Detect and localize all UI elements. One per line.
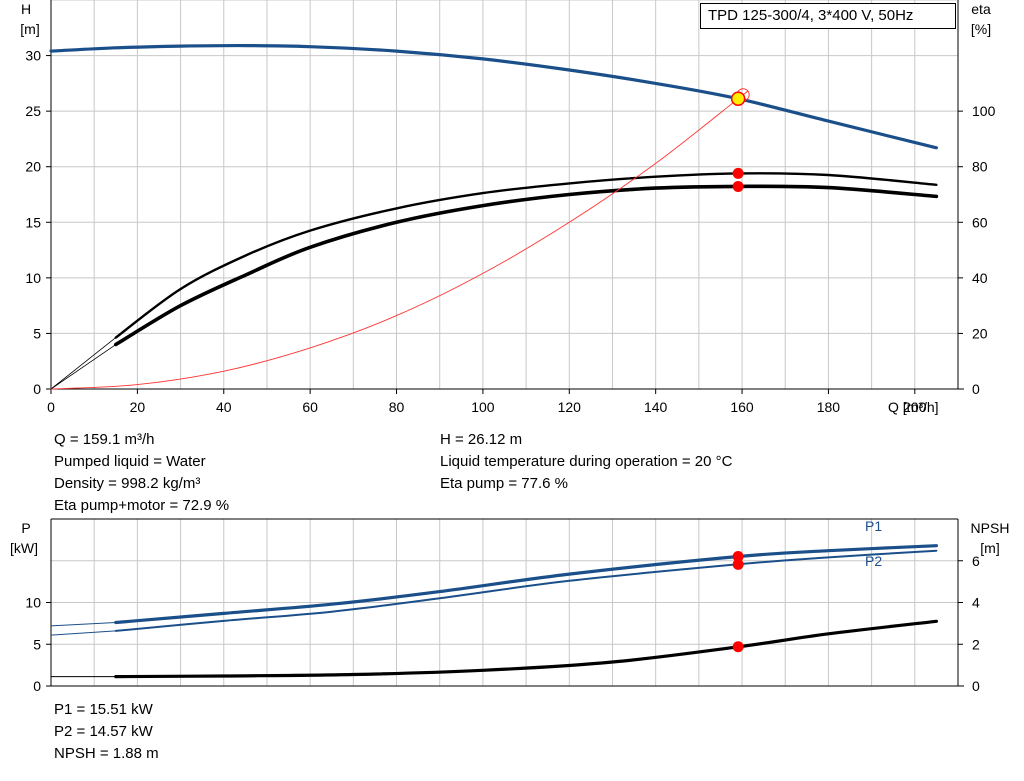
npsh-curve: [114, 619, 938, 679]
x-tick-label: 140: [644, 399, 668, 415]
liquid-temperature: Liquid temperature during operation = 20…: [440, 453, 733, 470]
y-left-tick-label: 5: [33, 325, 41, 341]
y-right-unit: [%]: [971, 21, 991, 37]
y-right-unit: [m]: [980, 540, 999, 556]
power-info: P1 = 15.51 kW P2 = 14.57 kW NPSH = 1.88 …: [54, 699, 159, 765]
y-left-unit: [m]: [20, 21, 39, 37]
y-right-label: NPSH: [971, 520, 1010, 536]
system_curve-curve: [50, 90, 748, 390]
power-npsh-plot: 0 5 10 P [kW] 0 2 4 6 NPSH [m] P1 P2: [10, 518, 1009, 694]
y-right-tick-label: 0: [972, 678, 980, 694]
x-tick-label: 0: [47, 399, 55, 415]
x-tick-label: 180: [817, 399, 841, 415]
y-left-tick-label: 25: [25, 103, 41, 119]
x-tick-label: 100: [471, 399, 495, 415]
y-left-tick-label: 15: [25, 214, 41, 230]
y-left-tick-label: 0: [33, 381, 41, 397]
x-tick-label: 20: [130, 399, 146, 415]
y-right-tick-label: 0: [972, 381, 980, 397]
y-right-label: eta: [971, 1, 991, 17]
p2-value: P2 = 14.57 kW: [54, 723, 153, 740]
npsh-value: NPSH = 1.88 m: [54, 745, 159, 762]
y-right-tick-label: 60: [972, 214, 988, 230]
x-axis-label: Q [m³/h]: [888, 399, 939, 415]
y-right-tick-label: 100: [972, 103, 996, 119]
duty-point-npsh: [732, 641, 744, 653]
duty-point-p2: [732, 558, 744, 570]
y-left-tick-label: 5: [33, 636, 41, 652]
p1-series-label: P1: [865, 518, 882, 534]
y-left-label: H: [21, 1, 31, 17]
p1-curve: [114, 544, 938, 625]
pumped-liquid: Pumped liquid = Water: [54, 453, 206, 470]
duty-point-eta-pump-motor: [732, 180, 744, 192]
y-right-tick-label: 20: [972, 325, 988, 341]
eta-pump-motor-value: Eta pump+motor = 72.9 %: [54, 497, 230, 514]
head-value: H = 26.12 m: [440, 431, 523, 448]
chart-title: TPD 125-300/4, 3*400 V, 50Hz: [700, 3, 956, 29]
x-tick-label: 60: [302, 399, 318, 415]
eta_pump_motor-curve: [114, 184, 939, 347]
head-curve: [49, 43, 938, 150]
y-left-label: P: [21, 520, 30, 536]
eta_pump-extension: [50, 337, 117, 390]
duty-point-eta-pump: [732, 167, 744, 179]
p2-curve-extension: [50, 630, 116, 636]
p2-curve: [114, 549, 938, 632]
duty-point-p1: [732, 550, 744, 562]
y-right-tick-label: 80: [972, 159, 988, 175]
duty-info-right: H = 26.12 m Liquid temperature during op…: [440, 429, 732, 495]
p1-value: P1 = 15.51 kW: [54, 701, 153, 718]
y-left-tick-label: 30: [25, 48, 41, 64]
x-tick-label: 120: [558, 399, 582, 415]
y-left-tick-label: 0: [33, 678, 41, 694]
duty-point-head: [730, 91, 746, 106]
y-right-tick-label: 40: [972, 270, 988, 286]
y-right-tick-label: 6: [972, 553, 980, 569]
y-left-tick-label: 10: [25, 595, 41, 611]
x-tick-label: 200: [903, 399, 927, 415]
eta_pump-curve: [114, 172, 938, 339]
eta-pump-value: Eta pump = 77.6 %: [440, 475, 568, 492]
y-left-tick-label: 10: [25, 270, 41, 286]
y-left-unit: [kW]: [10, 540, 38, 556]
p2-series-label: P2: [865, 553, 882, 569]
duty-info-left: Q = 159.1 m³/h Pumped liquid = Water Den…: [54, 429, 229, 517]
x-tick-label: 40: [216, 399, 232, 415]
x-tick-label: 160: [730, 399, 754, 415]
head-extension: [50, 47, 116, 52]
eta_pump_motor-extension: [50, 344, 117, 390]
y-right-tick-label: 4: [972, 595, 980, 611]
x-tick-label: 80: [389, 399, 405, 415]
y-right-tick-label: 2: [972, 636, 980, 652]
density-value: Density = 998.2 kg/m³: [54, 475, 201, 492]
p1-curve-extension: [50, 622, 116, 627]
y-left-tick-label: 20: [25, 159, 41, 175]
flow-value: Q = 159.1 m³/h: [54, 431, 155, 448]
